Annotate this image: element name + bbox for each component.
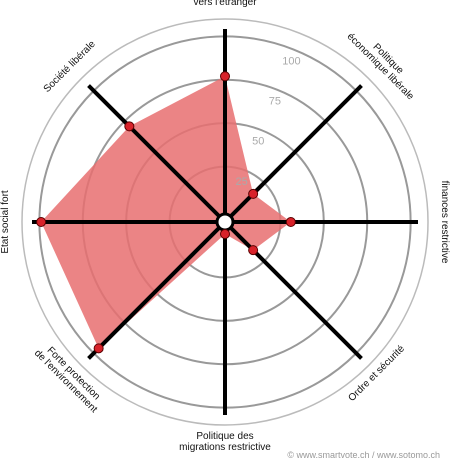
axis-label-line: migrations restrictive bbox=[179, 442, 271, 453]
data-point bbox=[248, 188, 259, 199]
axis-label-line: Etat social fort bbox=[0, 190, 11, 254]
axis-label: Etat social fort bbox=[0, 190, 11, 254]
axis-line bbox=[223, 84, 363, 224]
outer-ring bbox=[21, 18, 429, 426]
axis-line bbox=[223, 220, 363, 360]
data-point bbox=[285, 217, 296, 227]
data-point bbox=[220, 229, 230, 239]
r-tick-label: 25 bbox=[235, 176, 247, 188]
data-point bbox=[93, 343, 104, 354]
data-point bbox=[36, 217, 47, 227]
axis-label: Politique desfinances restrictive bbox=[439, 181, 450, 264]
radar-area bbox=[41, 76, 291, 349]
center-hub bbox=[215, 212, 235, 232]
data-point bbox=[124, 121, 135, 132]
r-tick-label: 75 bbox=[269, 96, 281, 108]
axis-label-line: vers l'étranger bbox=[193, 0, 257, 8]
r-tick-label: 100 bbox=[282, 55, 300, 67]
data-point bbox=[248, 245, 259, 256]
credit: © www.smartvote.ch / www.sotomo.ch bbox=[287, 450, 440, 460]
r-tick-label: 50 bbox=[252, 136, 264, 148]
axis-line bbox=[87, 84, 227, 224]
data-point bbox=[220, 71, 230, 82]
axis-label-line: Politique des bbox=[196, 431, 253, 442]
axis-label-line: finances restrictive bbox=[439, 181, 450, 264]
axis-line bbox=[87, 220, 227, 360]
axis-label: Ouverturevers l'étranger bbox=[193, 0, 257, 8]
